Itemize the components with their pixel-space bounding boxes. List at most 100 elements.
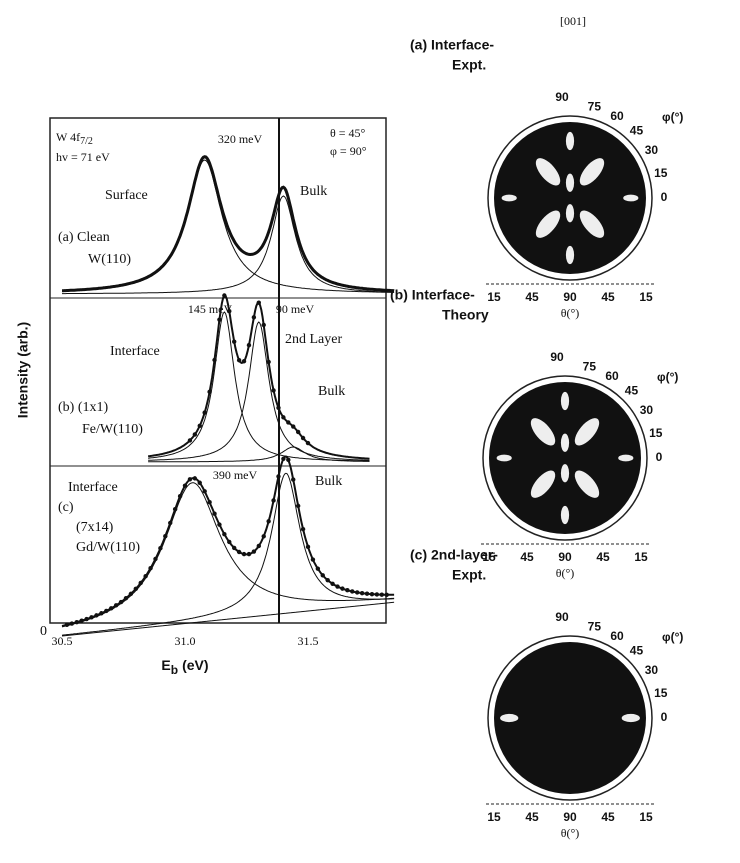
data-point [286,420,291,425]
split-label: 90 meV [276,302,315,316]
panel-label: (c) [58,500,74,515]
data-point [197,480,202,485]
data-point [197,423,202,429]
x-tick-label: 31.5 [298,634,319,648]
text-part: 7/2 [80,136,93,147]
data-point [123,596,129,601]
diffraction-spot [565,131,575,151]
split-label: 145 meV [188,302,233,316]
phi-label: φ(°) [657,370,678,384]
data-point [359,590,365,596]
theta-tick: 45 [596,550,610,564]
pattern-outline [487,115,653,281]
data-point [374,592,380,597]
theta-tick: 45 [601,290,615,304]
data-point [227,539,232,545]
pattern-outline [487,635,653,801]
theta-tick: 90 [563,810,577,824]
data-point [384,592,389,597]
background [61,601,395,637]
data-point [227,309,232,314]
peak-label: Surface [105,188,148,203]
data-point [281,415,286,420]
theta-label: θ(°) [556,566,575,580]
data-point [148,565,153,571]
theta-tick: 15 [487,810,501,824]
phi-tick: 90 [555,90,569,104]
theta-tick: 15 [639,290,653,304]
data-point [202,410,207,415]
x-tick-label: 31.0 [175,634,196,648]
data-point [94,613,99,618]
diffraction-spot [500,713,519,723]
data-point [291,424,296,429]
data-point [153,556,158,562]
data-point [99,611,104,616]
data-point [261,322,266,328]
phi-tick: 30 [645,143,659,157]
spectra-frame [49,117,387,624]
theta-tick: 45 [525,810,539,824]
diffraction-spot [621,713,640,723]
phi-label: φ(°) [662,110,683,124]
theta-label: θ(°) [561,306,580,320]
text-part: W 4f [56,130,80,144]
pattern [489,382,641,534]
line-label: W 4f7/2 [56,130,93,148]
data-point [187,477,193,482]
pattern-title: (c) 2nd-layer- [410,547,498,563]
data-point [315,566,321,571]
data-point [266,359,271,365]
theta-tick: 90 [563,290,577,304]
diffraction-spot [579,210,605,238]
component [61,472,395,636]
phi-tick: 15 [649,426,663,440]
data-point [236,549,242,555]
data-point [350,589,355,594]
data-point [261,534,266,539]
data-point [286,457,291,463]
diffraction-spot [623,194,639,202]
data-point [246,551,252,557]
panel-label: (a) Clean [58,230,110,245]
diffraction-spot [496,454,512,462]
pattern-title: Theory [442,307,489,323]
sample-label: Gd/W(110) [76,540,140,555]
diffraction-spot [530,470,556,498]
peak-label: Bulk [315,474,342,489]
data-point [246,342,252,348]
pattern [494,642,646,794]
pattern-title: (b) Interface- [390,287,475,303]
data-point [271,388,276,393]
phi-tick: 15 [654,686,668,700]
data-point [202,489,207,494]
data-point [276,405,281,411]
y-zero: 0 [40,624,47,639]
peak-label: Bulk [318,384,345,399]
theta-tick: 15 [634,550,648,564]
data-point [305,544,311,550]
data-point [64,622,70,628]
data-point [182,483,188,488]
text-part: (eV) [182,657,208,673]
data-point [207,500,212,505]
theta-tick: 15 [639,810,653,824]
peak-label: Interface [68,480,118,495]
data-point [143,573,148,579]
pattern-title: Expt. [452,567,486,583]
fit [148,294,370,460]
theta-tick: 15 [482,550,496,564]
theta-tick: 45 [520,550,534,564]
theta-tick: 15 [487,290,501,304]
direction-label: [001] [560,14,586,28]
data-point [138,580,143,586]
sample-label: Fe/W(110) [82,422,143,437]
sample-label: W(110) [88,252,131,267]
diffraction-spot [565,173,575,192]
data-point [320,573,325,578]
panel-label: (b) (1x1) [58,400,108,415]
data-point [379,592,384,597]
fit [62,155,395,293]
x-axis-label: Eb (eV) [161,657,208,677]
